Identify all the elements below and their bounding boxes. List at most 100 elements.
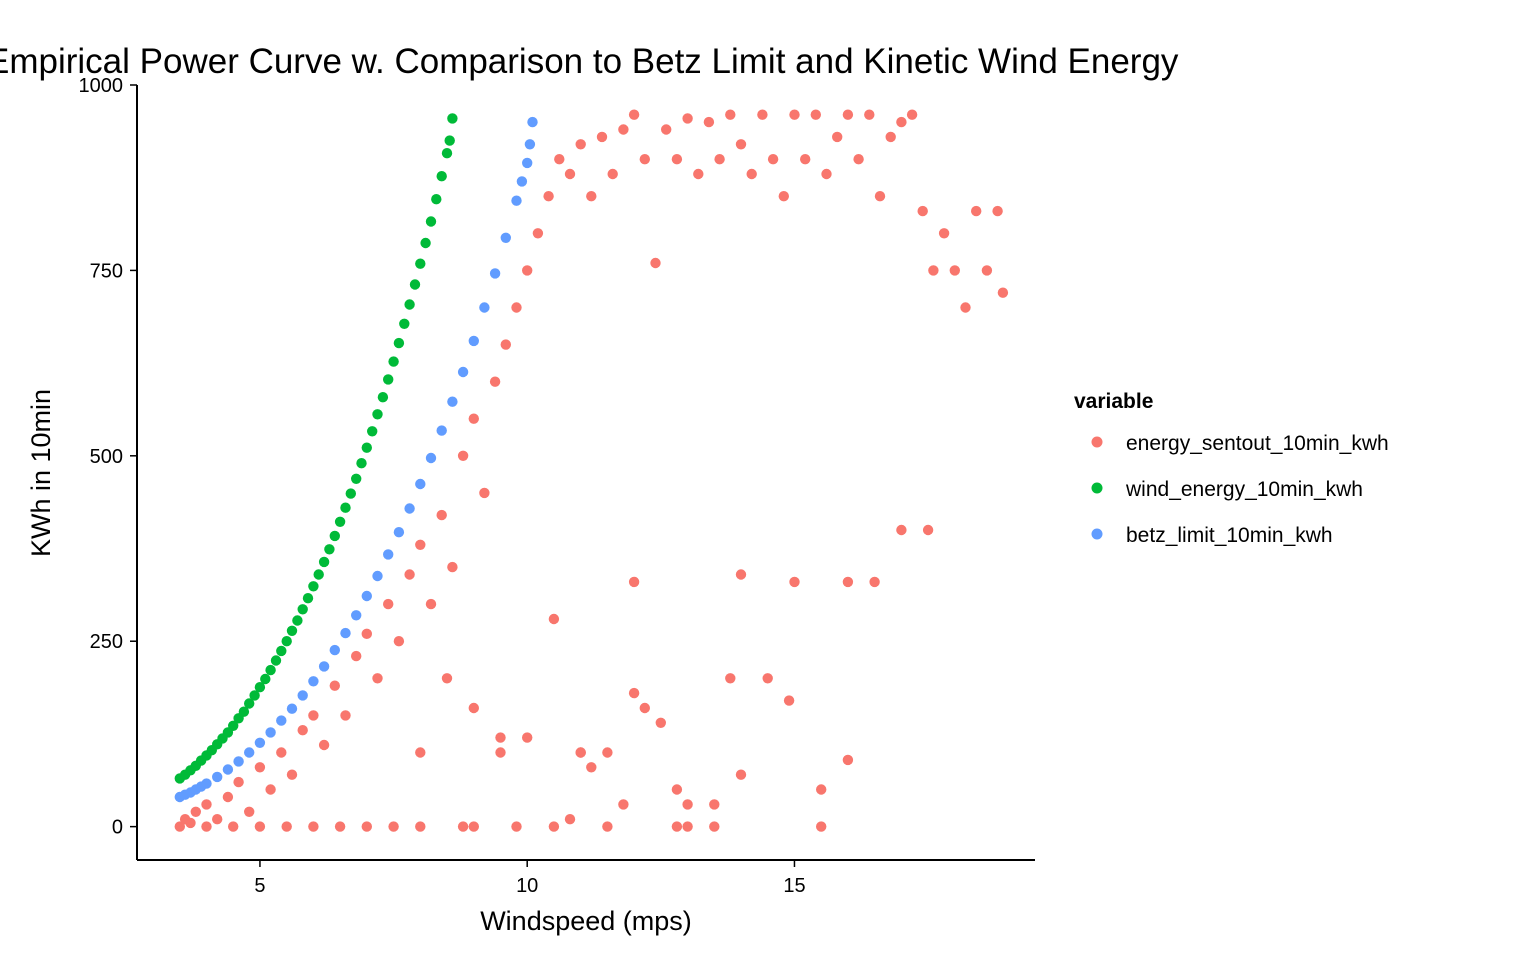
point-energy-sentout-10min-kwh-3 (190, 806, 201, 817)
point-wind-energy-10min-kwh-48 (431, 194, 442, 205)
point-energy-sentout-10min-kwh-53 (575, 139, 586, 150)
point-wind-energy-10min-kwh-14 (249, 690, 260, 701)
point-energy-sentout-10min-kwh-0 (174, 821, 185, 832)
chart-title: Empirical Power Curve w. Comparison to B… (0, 42, 1179, 81)
point-wind-energy-10min-kwh-33 (351, 473, 362, 484)
point-energy-sentout-10min-kwh-126 (586, 762, 597, 773)
point-energy-sentout-10min-kwh-22 (334, 821, 346, 832)
point-energy-sentout-10min-kwh-32 (415, 747, 426, 758)
point-energy-sentout-10min-kwh-89 (906, 109, 918, 120)
x-tick-label: 10 (516, 875, 538, 897)
point-energy-sentout-10min-kwh-114 (709, 799, 720, 810)
point-energy-sentout-10min-kwh-31 (404, 569, 415, 580)
point-betz-limit-10min-kwh-21 (372, 570, 383, 582)
point-energy-sentout-10min-kwh-40 (468, 413, 479, 424)
y-tick-label: 0 (112, 817, 123, 839)
point-energy-sentout-10min-kwh-46 (522, 732, 533, 743)
point-wind-energy-10min-kwh-26 (313, 569, 324, 580)
point-wind-energy-10min-kwh-22 (292, 615, 303, 626)
point-wind-energy-10min-kwh-13 (244, 698, 255, 709)
point-wind-energy-10min-kwh-10 (228, 720, 239, 731)
point-energy-sentout-10min-kwh-68 (714, 154, 725, 165)
point-energy-sentout-10min-kwh-45 (511, 302, 522, 313)
point-wind-energy-10min-kwh-38 (377, 392, 389, 403)
point-energy-sentout-10min-kwh-80 (821, 168, 832, 180)
point-wind-energy-10min-kwh-52 (447, 113, 458, 124)
point-betz-limit-10min-kwh-33 (500, 232, 511, 243)
point-energy-sentout-10min-kwh-17 (297, 725, 308, 736)
y-axis: 0 250 500 750 1000 (79, 75, 138, 860)
point-energy-sentout-10min-kwh-48 (532, 228, 544, 239)
point-energy-sentout-10min-kwh-125 (639, 702, 650, 714)
x-tick-label: 15 (783, 875, 805, 897)
point-energy-sentout-10min-kwh-123 (762, 673, 773, 684)
legend-item-betz-limit-10min-kwh: betz_limit_10min_kwh (1091, 524, 1333, 547)
point-energy-sentout-10min-kwh-127 (548, 613, 560, 625)
point-betz-limit-10min-kwh-38 (527, 116, 538, 128)
point-betz-limit-10min-kwh-24 (404, 503, 415, 514)
point-betz-limit-10min-kwh-27 (436, 425, 447, 436)
point-betz-limit-10min-kwh-16 (318, 661, 330, 672)
point-energy-sentout-10min-kwh-33 (415, 539, 426, 550)
point-energy-sentout-10min-kwh-69 (725, 109, 736, 120)
point-energy-sentout-10min-kwh-65 (682, 821, 693, 832)
point-energy-sentout-10min-kwh-44 (500, 339, 511, 350)
legend-swatch (1091, 436, 1103, 448)
point-energy-sentout-10min-kwh-74 (767, 154, 779, 165)
point-wind-energy-10min-kwh-32 (345, 488, 356, 499)
point-wind-energy-10min-kwh-18 (270, 655, 282, 666)
point-betz-limit-10min-kwh-5 (201, 778, 212, 789)
legend-item-wind-energy-10min-kwh: wind_energy_10min_kwh (1091, 478, 1363, 501)
point-energy-sentout-10min-kwh-67 (703, 116, 715, 128)
point-energy-sentout-10min-kwh-120 (618, 799, 629, 810)
point-energy-sentout-10min-kwh-113 (735, 769, 747, 780)
x-axis-title: Windspeed (mps) (480, 906, 692, 936)
point-energy-sentout-10min-kwh-129 (468, 702, 479, 714)
point-betz-limit-10min-kwh-10 (254, 737, 266, 748)
point-energy-sentout-10min-kwh-110 (783, 695, 795, 706)
point-energy-sentout-10min-kwh-87 (885, 131, 896, 143)
legend-label: energy_sentout_10min_kwh (1126, 432, 1389, 455)
point-energy-sentout-10min-kwh-28 (383, 598, 394, 610)
point-energy-sentout-10min-kwh-92 (938, 228, 950, 239)
point-betz-limit-10min-kwh-29 (457, 366, 469, 378)
point-energy-sentout-10min-kwh-58 (628, 109, 640, 120)
point-wind-energy-10min-kwh-36 (367, 426, 378, 437)
point-energy-sentout-10min-kwh-66 (693, 168, 704, 180)
point-betz-limit-10min-kwh-9 (244, 747, 255, 758)
point-energy-sentout-10min-kwh-106 (548, 821, 560, 832)
point-wind-energy-10min-kwh-46 (420, 237, 431, 249)
point-energy-sentout-10min-kwh-7 (222, 791, 234, 803)
point-betz-limit-10min-kwh-15 (308, 676, 319, 687)
point-energy-sentout-10min-kwh-30 (393, 636, 405, 647)
point-energy-sentout-10min-kwh-24 (351, 650, 362, 662)
point-energy-sentout-10min-kwh-94 (960, 302, 971, 313)
point-energy-sentout-10min-kwh-84 (853, 154, 864, 165)
point-wind-energy-10min-kwh-24 (302, 593, 314, 604)
y-axis-title: KWh in 10min (26, 389, 56, 557)
point-wind-energy-10min-kwh-12 (238, 706, 250, 717)
point-betz-limit-10min-kwh-8 (233, 756, 244, 767)
point-betz-limit-10min-kwh-30 (468, 335, 479, 347)
plot-area (174, 109, 1009, 832)
point-wind-energy-10min-kwh-19 (276, 645, 287, 657)
point-energy-sentout-10min-kwh-50 (554, 154, 565, 165)
point-wind-energy-10min-kwh-23 (297, 604, 308, 615)
series-energy_sentout_10min_kwh (174, 109, 1009, 832)
point-energy-sentout-10min-kwh-39 (468, 821, 479, 832)
point-wind-energy-10min-kwh-35 (361, 442, 372, 453)
point-energy-sentout-10min-kwh-14 (276, 747, 287, 758)
point-energy-sentout-10min-kwh-117 (602, 747, 613, 758)
legend-swatch (1091, 482, 1103, 494)
x-tick-label: 5 (254, 875, 265, 897)
point-energy-sentout-10min-kwh-27 (372, 673, 383, 684)
point-energy-sentout-10min-kwh-112 (842, 754, 854, 766)
series-wind_energy_10min_kwh (174, 113, 458, 784)
point-energy-sentout-10min-kwh-55 (596, 131, 608, 143)
point-energy-sentout-10min-kwh-70 (735, 139, 747, 150)
point-wind-energy-10min-kwh-34 (356, 458, 367, 469)
point-energy-sentout-10min-kwh-12 (254, 762, 266, 773)
point-betz-limit-10min-kwh-6 (212, 771, 223, 783)
point-betz-limit-10min-kwh-19 (351, 610, 362, 621)
